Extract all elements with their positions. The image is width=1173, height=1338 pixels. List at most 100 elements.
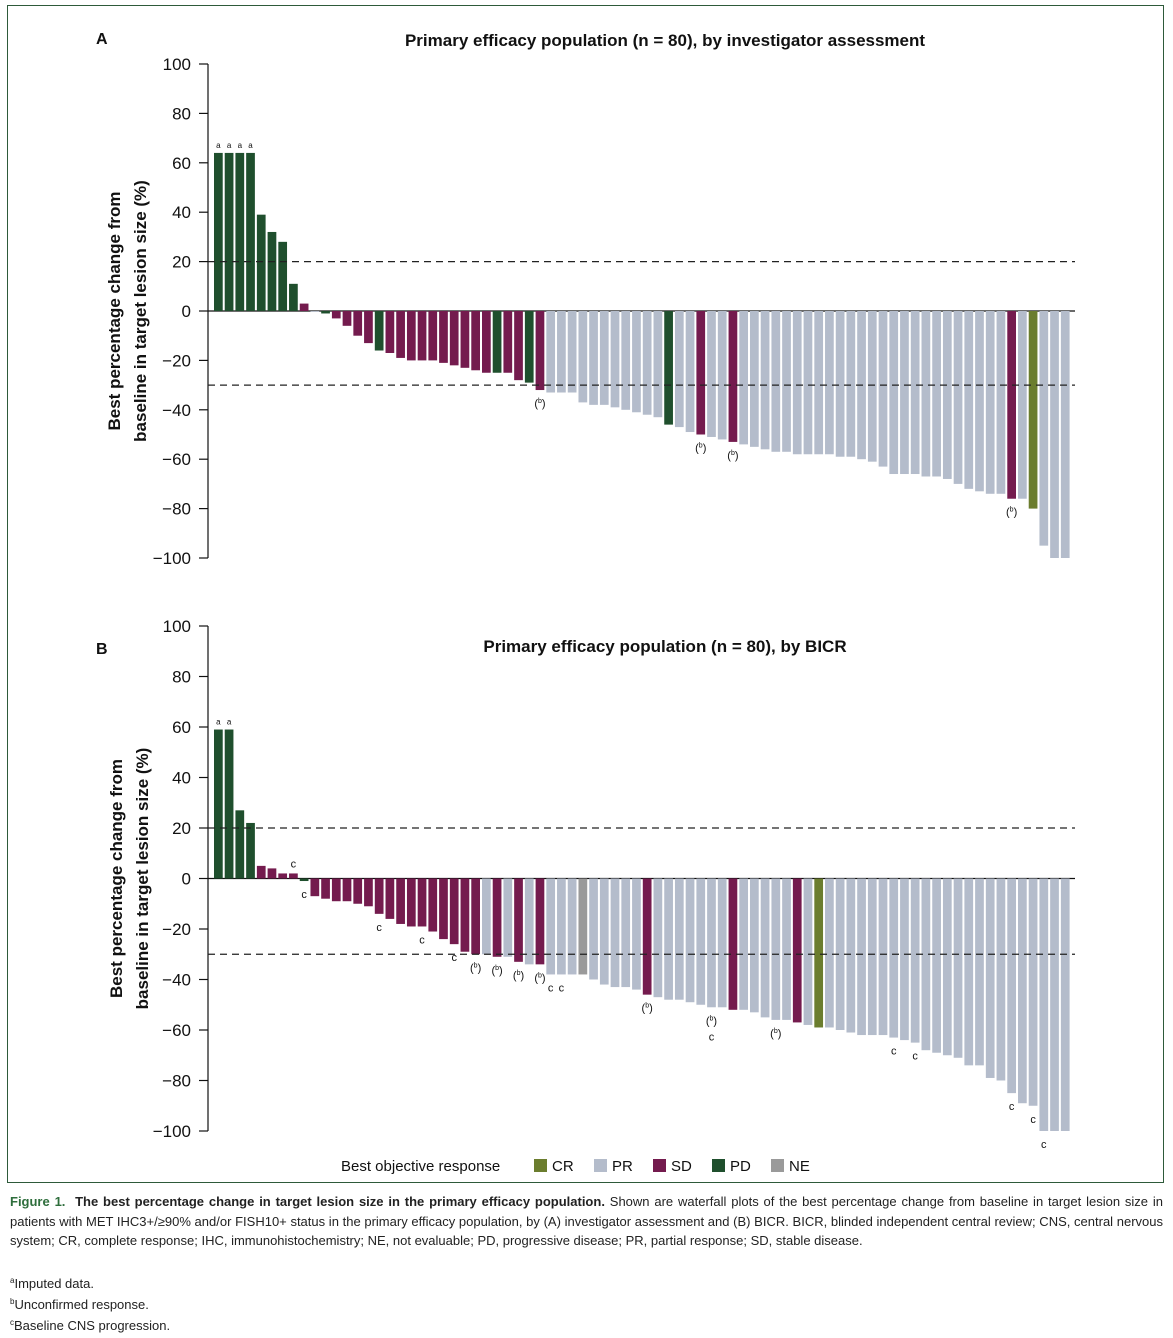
bar — [889, 878, 899, 1038]
bar — [1018, 878, 1027, 1104]
bar — [803, 311, 813, 455]
annotation-mark: b — [645, 1003, 649, 1010]
y-tick-label: −40 — [162, 971, 191, 990]
footnote-b: bUnconfirmed response. — [10, 1297, 149, 1312]
bar — [782, 311, 791, 452]
bar-annotation: c — [291, 858, 297, 870]
bar — [985, 878, 995, 1078]
bar — [996, 311, 1006, 494]
bar-annotation: (b) — [534, 398, 545, 410]
figure-caption: Figure 1. The best percentage change in … — [10, 1192, 1163, 1251]
bar-annotation: (b) — [1006, 507, 1017, 519]
bar — [396, 311, 405, 358]
annotation-mark: b — [1010, 507, 1014, 514]
bar — [514, 878, 523, 962]
bar — [256, 214, 266, 311]
annotation-mark: b — [710, 1015, 714, 1022]
legend-swatch-sd — [653, 1159, 666, 1172]
annotation-paren: ( — [1006, 507, 1010, 519]
bar-annotation: c — [912, 1051, 918, 1063]
annotation-paren: ) — [478, 962, 482, 974]
bar — [825, 311, 834, 455]
bar-annotation: (b) — [470, 962, 481, 974]
bar — [331, 878, 341, 902]
bar — [803, 878, 813, 1025]
bar — [428, 878, 438, 932]
bar-annotation: c — [1009, 1101, 1015, 1113]
bar — [514, 311, 523, 381]
bar-annotation: c — [1041, 1139, 1047, 1151]
y-tick-label: 100 — [163, 617, 191, 636]
bar — [878, 878, 888, 1036]
bar — [996, 878, 1006, 1081]
bar — [846, 311, 856, 457]
y-tick-label: 0 — [182, 302, 191, 321]
bar-annotation: c — [376, 922, 382, 934]
bar — [1039, 311, 1049, 546]
annotation-paren: ) — [735, 450, 739, 462]
y-tick-label: 20 — [172, 253, 191, 272]
y-tick-label: −60 — [162, 450, 191, 469]
bar — [471, 311, 480, 371]
bar — [310, 311, 320, 312]
bar — [932, 878, 941, 1053]
annotation-paren: ) — [713, 1015, 717, 1027]
bar — [289, 873, 298, 879]
legend-label-sd: SD — [671, 1158, 692, 1175]
bar — [728, 311, 738, 442]
annotation-mark: b — [774, 1028, 778, 1035]
y-tick-label: 40 — [172, 769, 191, 788]
bar — [889, 311, 899, 475]
bar — [653, 311, 663, 418]
bar — [750, 878, 759, 1013]
bar-annotation: c — [559, 982, 565, 994]
caption-figure-label: Figure 1. — [10, 1194, 66, 1209]
annotation-mark: b — [474, 962, 478, 969]
bar — [214, 152, 223, 311]
bar — [910, 878, 920, 1043]
bar — [632, 878, 641, 990]
bar — [835, 878, 845, 1030]
bar — [439, 878, 448, 940]
y-tick-label: 40 — [172, 203, 191, 222]
bar — [599, 311, 609, 405]
bar — [406, 878, 416, 927]
annotation-mark: b — [495, 965, 499, 972]
bar — [246, 152, 255, 311]
waterfall-figure: A Primary efficacy population (n = 80), b… — [96, 31, 1075, 1175]
bar — [535, 878, 545, 965]
bar — [256, 865, 266, 879]
bar — [610, 878, 620, 988]
annotation-paren: ) — [542, 398, 546, 410]
bar — [814, 311, 824, 455]
bar — [835, 311, 845, 457]
annotation-paren: ( — [642, 1003, 646, 1015]
bar — [364, 311, 373, 344]
y-axis-label: Best percentage change from baseline in t… — [107, 748, 152, 1010]
bar — [267, 231, 277, 311]
bar — [932, 311, 941, 477]
panel-b-waterfall-chart: B Primary efficacy population (n = 80), b… — [96, 617, 1075, 1151]
bar — [385, 311, 395, 353]
bar — [246, 822, 255, 879]
y-tick-label: 0 — [182, 870, 191, 889]
y-axis-label-line: Best percentage change from — [105, 191, 124, 430]
bar-annotation: (b) — [513, 970, 524, 982]
bar — [492, 311, 502, 373]
bar-annotation: c — [709, 1031, 715, 1043]
bar — [664, 311, 673, 425]
bar — [278, 873, 288, 879]
annotation-paren: ) — [703, 443, 707, 455]
bar — [621, 311, 631, 410]
bar — [975, 878, 984, 1066]
bar — [310, 878, 320, 897]
figure-frame — [7, 5, 1164, 1183]
y-tick-label: 80 — [172, 104, 191, 123]
bar-annotation: (b) — [770, 1028, 781, 1040]
bar — [900, 878, 909, 1041]
bar — [235, 152, 245, 311]
bar — [1028, 878, 1038, 1106]
caption-body: Shown are waterfall plots of the best pe… — [10, 1194, 1163, 1248]
bar-annotation: a — [227, 141, 232, 150]
bar — [374, 311, 384, 351]
